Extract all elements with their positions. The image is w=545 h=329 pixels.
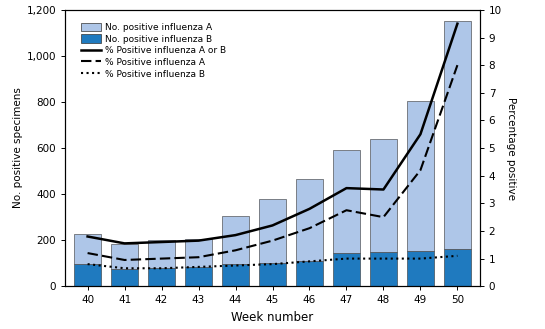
Bar bbox=[185, 239, 213, 266]
Bar bbox=[332, 150, 360, 253]
Bar bbox=[407, 251, 434, 286]
Bar bbox=[222, 216, 250, 265]
Bar bbox=[259, 199, 286, 263]
Bar bbox=[444, 249, 471, 286]
Bar bbox=[111, 243, 138, 269]
Bar bbox=[332, 253, 360, 286]
Bar bbox=[222, 265, 250, 286]
Bar bbox=[74, 234, 101, 265]
Legend: No. positive influenza A, No. positive influenza B, % Positive influenza A or B,: No. positive influenza A, No. positive i… bbox=[76, 18, 231, 83]
Bar bbox=[444, 21, 471, 249]
Bar bbox=[370, 139, 397, 252]
Bar bbox=[295, 261, 323, 286]
Bar bbox=[148, 268, 175, 286]
Y-axis label: Percentage positive: Percentage positive bbox=[506, 96, 516, 200]
Bar bbox=[74, 265, 101, 286]
Bar bbox=[295, 179, 323, 261]
Bar bbox=[185, 266, 213, 286]
Bar bbox=[370, 252, 397, 286]
X-axis label: Week number: Week number bbox=[232, 311, 313, 324]
Bar bbox=[111, 269, 138, 286]
Bar bbox=[148, 240, 175, 268]
Bar bbox=[407, 101, 434, 251]
Y-axis label: No. positive specimens: No. positive specimens bbox=[13, 88, 22, 209]
Bar bbox=[259, 263, 286, 286]
